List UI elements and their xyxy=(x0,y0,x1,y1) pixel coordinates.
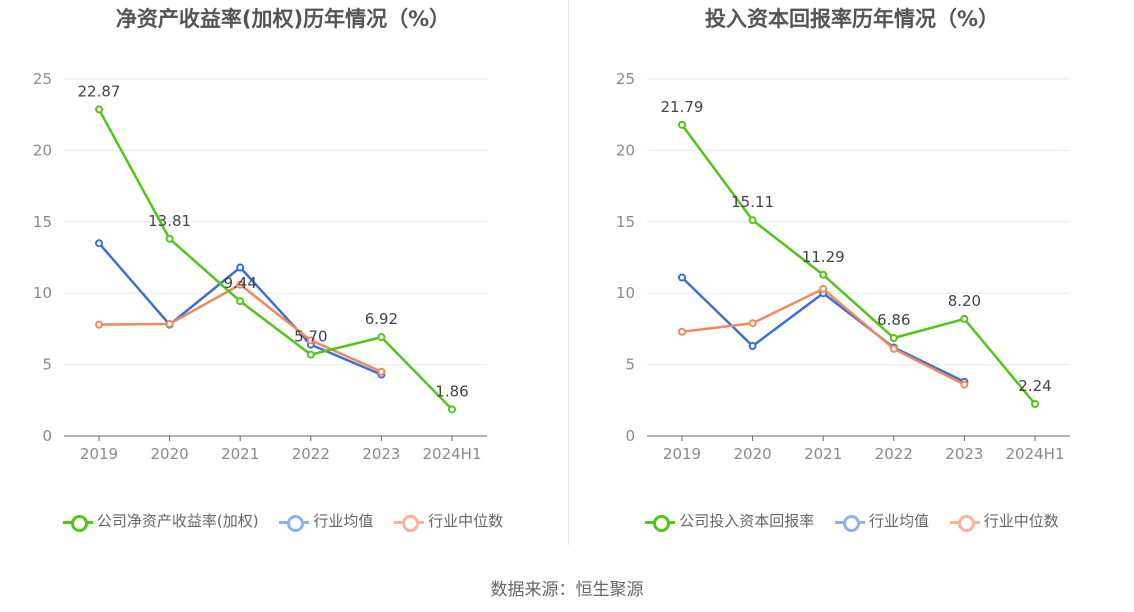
x-tick-label: 2024H1 xyxy=(1006,445,1065,463)
x-tick-label: 2022 xyxy=(292,445,330,463)
legend-label: 行业均值 xyxy=(313,512,374,530)
legend-item-avg[interactable]: 行业均值 xyxy=(834,510,929,532)
x-tick-label: 2020 xyxy=(734,445,772,463)
data-point-company xyxy=(306,350,315,359)
data-point-median xyxy=(95,320,103,329)
data-label: 1.86 xyxy=(435,382,468,400)
data-label: 8.20 xyxy=(948,292,981,310)
legend-avg-marker-icon xyxy=(834,514,865,532)
series-line-company xyxy=(680,124,1036,405)
data-label: 6.92 xyxy=(365,310,398,328)
data-point-median xyxy=(678,327,686,336)
legend-label: 行业中位数 xyxy=(428,512,504,530)
data-label: 21.79 xyxy=(661,98,704,116)
data-point-company xyxy=(819,270,828,279)
roic-chart-svg: 0 5 10 15 20 25 2019 2020 2021 2022 2023 2024H1 21.7… xyxy=(616,70,1070,463)
x-tick-label: 2019 xyxy=(663,445,701,463)
data-point-company xyxy=(236,297,245,306)
data-source-note: 数据来源：恒生聚源 xyxy=(490,580,644,600)
legend-median-marker-icon xyxy=(394,514,425,532)
legend-label: 行业均值 xyxy=(868,512,929,530)
x-tick-label: 2021 xyxy=(221,445,259,463)
data-point-company xyxy=(165,234,174,243)
y-tick-label: 20 xyxy=(616,141,635,159)
x-tick-label: 2022 xyxy=(875,445,913,463)
data-label: 11.29 xyxy=(802,248,845,266)
data-point-avg xyxy=(748,342,757,351)
data-point-avg xyxy=(678,273,686,282)
data-point-median xyxy=(889,344,898,353)
data-point-company xyxy=(1031,400,1039,409)
legend-label: 公司净资产收益率(加权) xyxy=(96,512,259,530)
series-line-avg xyxy=(98,242,382,376)
data-point-median xyxy=(819,284,828,293)
y-tick-label: 0 xyxy=(42,427,52,445)
y-tick-label: 10 xyxy=(33,284,52,302)
data-point-company xyxy=(889,334,898,343)
data-point-company xyxy=(95,105,103,114)
legend-item-avg[interactable]: 行业均值 xyxy=(279,510,374,532)
chart-title: 投入资本回报率历年情况（%） xyxy=(704,7,1000,31)
y-tick-label: 25 xyxy=(33,70,52,88)
data-point-company xyxy=(448,405,456,414)
legend-median-marker-icon xyxy=(949,514,980,532)
data-point-median xyxy=(748,319,757,328)
y-tick-label: 10 xyxy=(616,284,635,302)
panel-divider xyxy=(568,0,569,545)
y-tick-label: 25 xyxy=(616,70,635,88)
x-tick-label: 2024H1 xyxy=(423,445,482,463)
legend-company-marker-icon xyxy=(62,514,93,532)
y-tick-label: 5 xyxy=(625,356,635,374)
data-label: 5.70 xyxy=(294,328,327,346)
y-tick-label: 5 xyxy=(42,356,52,374)
legend-item-median[interactable]: 行业中位数 xyxy=(394,510,504,532)
data-point-company xyxy=(377,333,386,342)
data-point-median xyxy=(960,380,969,389)
roe-chart-panel: 净资产收益率(加权)历年情况（%） 0 5 10 15 20 25 2019 2020 2021… xyxy=(0,0,566,560)
legend-item-median[interactable]: 行业中位数 xyxy=(949,510,1059,532)
data-point-avg xyxy=(236,263,245,272)
data-point-avg xyxy=(95,239,103,248)
data-point-company xyxy=(748,216,757,225)
y-tick-label: 15 xyxy=(616,213,635,231)
roic-chart-panel: 投入资本回报率历年情况（%） 0 5 10 15 20 25 2019 2020 2021 202… xyxy=(570,0,1134,560)
legend-label: 行业中位数 xyxy=(983,512,1059,530)
legend-item-company[interactable]: 公司投入资本回报率 xyxy=(645,510,815,532)
data-label: 2.24 xyxy=(1018,377,1051,395)
data-label: 22.87 xyxy=(78,82,121,100)
data-point-company xyxy=(678,120,686,129)
data-point-median xyxy=(306,336,315,345)
chart-title: 净资产收益率(加权)历年情况（%） xyxy=(115,7,451,31)
legend-avg-marker-icon xyxy=(279,514,310,532)
data-label: 9.44 xyxy=(223,274,256,292)
x-tick-label: 2023 xyxy=(945,445,983,463)
data-label: 6.86 xyxy=(877,311,910,329)
legend-company-marker-icon xyxy=(645,514,676,532)
x-tick-label: 2019 xyxy=(80,445,118,463)
series-line-company xyxy=(97,108,453,411)
data-label: 13.81 xyxy=(148,212,191,230)
data-point-median xyxy=(377,367,386,376)
y-tick-label: 20 xyxy=(33,141,52,159)
data-point-median xyxy=(236,280,245,289)
y-tick-label: 15 xyxy=(33,213,52,231)
roe-chart-svg: 0 5 10 15 20 25 2019 2020 2021 2022 2023 2024H1 22.8… xyxy=(33,70,487,463)
legend-item-company[interactable]: 公司净资产收益率(加权) xyxy=(62,510,259,532)
data-point-median xyxy=(165,319,174,328)
chart-legend: 公司投入资本回报率 行业均值 行业中位数 xyxy=(570,510,1134,532)
chart-legend: 公司净资产收益率(加权) 行业均值 行业中位数 xyxy=(0,510,566,532)
data-label: 15.11 xyxy=(731,193,774,211)
x-tick-label: 2023 xyxy=(362,445,400,463)
y-tick-label: 0 xyxy=(625,427,635,445)
legend-label: 公司投入资本回报率 xyxy=(679,512,815,530)
series-line-median xyxy=(681,287,965,386)
x-tick-label: 2021 xyxy=(804,445,842,463)
x-tick-label: 2020 xyxy=(151,445,189,463)
data-point-company xyxy=(960,314,969,323)
